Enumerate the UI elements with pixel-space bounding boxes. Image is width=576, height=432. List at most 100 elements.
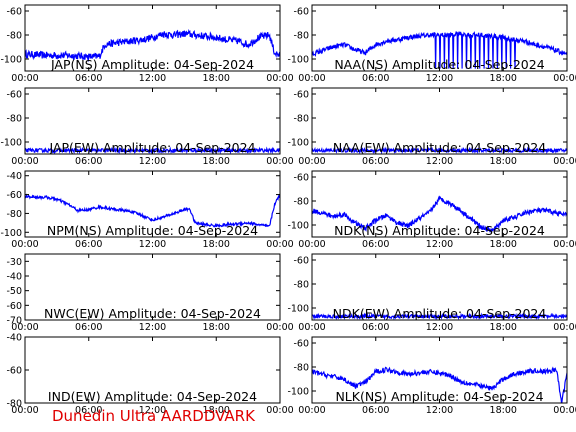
x-tick-label: 12:00 [139,405,166,416]
chart-panel-1: -60 -80 -100 00:00 06:00 12:00 18:00 00:00 JAP(N… [0,4,294,84]
series-line-5 [25,193,280,228]
chart-title: NPM(NS) Amplitude: 04-Sep-2024 [47,223,258,238]
x-tick-label: 18:00 [203,73,230,84]
y-tick-label: -80 [6,31,22,42]
x-tick-label: 06:00 [75,156,102,167]
x-tick-label: 18:00 [203,405,230,416]
series-line-6 [312,195,567,233]
y-tick-label: -50 [6,286,22,297]
x-tick-label: 12:00 [426,73,453,84]
series-line-2 [312,30,567,69]
chart-title: NDK(NS) Amplitude: 04-Sep-2024 [334,223,545,238]
y-tick-label: -60 [6,90,22,101]
x-tick-label: 00:00 [298,239,325,250]
x-tick-label: 06:00 [75,73,102,84]
y-tick-label: -100 [0,138,22,149]
x-tick-label: 06:00 [362,405,389,416]
x-tick-label: 00:00 [298,322,325,333]
x-tick-label: 06:00 [75,322,102,333]
chart-panel-8: -60 -80 -100 00:00 06:00 12:00 18:00 00:00 NDK(E… [287,253,576,333]
x-tick-label: 18:00 [490,405,517,416]
chart-panel-2: -60 -80 -100 00:00 06:00 12:00 18:00 00:00 NAA(N… [287,4,576,84]
x-tick-label: 06:00 [75,239,102,250]
chart-title: NWC(EW) Amplitude: 04-Sep-2024 [44,306,261,321]
x-tick-label: 06:00 [362,322,389,333]
y-tick-label: -100 [0,55,22,66]
y-tick-label: -60 [293,7,309,18]
chart-title: JAP(EW) Amplitude: 04-Sep-2024 [48,140,255,155]
x-tick-label: 12:00 [426,239,453,250]
x-tick-label: 00:00 [553,322,576,333]
x-tick-label: 12:00 [426,322,453,333]
y-tick-label: -100 [287,55,309,66]
series-line-1 [25,28,280,63]
y-tick-label: -40 [6,272,22,283]
x-tick-label: 00:00 [11,156,38,167]
x-tick-label: 12:00 [139,322,166,333]
x-tick-label: 00:00 [298,73,325,84]
y-tick-label: -100 [287,304,309,315]
x-tick-label: 06:00 [75,405,102,416]
x-tick-label: 00:00 [266,322,293,333]
footer-label: Dunedin Ultra AARDDVARK [52,407,255,425]
chart-panel-3: -60 -80 -100 00:00 06:00 12:00 18:00 00:00 JAP(E… [0,87,294,167]
x-tick-label: 18:00 [490,156,517,167]
x-tick-label: 18:00 [490,73,517,84]
x-tick-label: 06:00 [362,239,389,250]
x-tick-label: 00:00 [266,156,293,167]
x-tick-label: 00:00 [553,405,576,416]
x-tick-label: 00:00 [298,156,325,167]
y-tick-label: -60 [6,7,22,18]
x-tick-label: 06:00 [362,156,389,167]
x-tick-label: 12:00 [426,405,453,416]
y-tick-label: -60 [293,339,309,350]
y-tick-label: -80 [6,114,22,125]
chart-title: IND(EW) Amplitude: 04-Sep-2024 [48,389,257,404]
x-tick-label: 18:00 [490,322,517,333]
y-tick-label: -80 [293,197,309,208]
y-tick-label: -100 [287,221,309,232]
y-tick-label: -80 [293,280,309,291]
x-tick-label: 00:00 [266,405,293,416]
chart-panel-10: -60 -80 -100 00:00 06:00 12:00 18:00 00:00 NLK(N… [287,336,576,416]
chart-title: NAA(EW) Amplitude: 04-Sep-2024 [333,140,546,155]
x-tick-label: 00:00 [553,156,576,167]
x-tick-label: 18:00 [203,239,230,250]
x-tick-label: 12:00 [426,156,453,167]
series-line-4 [312,146,567,154]
x-tick-label: 18:00 [203,156,230,167]
y-tick-label: -100 [0,228,22,239]
chart-title: JAP(NS) Amplitude: 04-Sep-2024 [50,57,254,72]
x-tick-label: 12:00 [139,239,166,250]
y-tick-label: -60 [6,301,22,312]
x-tick-label: 12:00 [139,73,166,84]
y-tick-label: -60 [293,90,309,101]
x-tick-label: 00:00 [266,239,293,250]
y-tick-label: -80 [293,114,309,125]
x-tick-label: 00:00 [266,73,293,84]
chart-title: NAA(NS) Amplitude: 04-Sep-2024 [334,57,544,72]
x-tick-label: 12:00 [139,156,166,167]
y-tick-label: -60 [6,366,22,377]
x-tick-label: 06:00 [362,73,389,84]
y-tick-label: -60 [293,173,309,184]
y-tick-label: -30 [6,257,22,268]
y-tick-label: -80 [293,363,309,374]
x-tick-label: 00:00 [553,73,576,84]
y-tick-label: -100 [287,387,309,398]
x-tick-label: 18:00 [490,239,517,250]
y-tick-label: -60 [293,256,309,267]
y-tick-label: -80 [293,31,309,42]
y-tick-label: -80 [6,209,22,220]
y-tick-label: -40 [6,333,22,344]
chart-title: NDK(EW) Amplitude: 04-Sep-2024 [333,306,547,321]
y-tick-label: -60 [6,190,22,201]
y-tick-label: -70 [6,316,22,327]
y-tick-label: -80 [6,399,22,410]
chart-title: NLK(NS) Amplitude: 04-Sep-2024 [335,389,543,404]
x-tick-label: 18:00 [203,322,230,333]
